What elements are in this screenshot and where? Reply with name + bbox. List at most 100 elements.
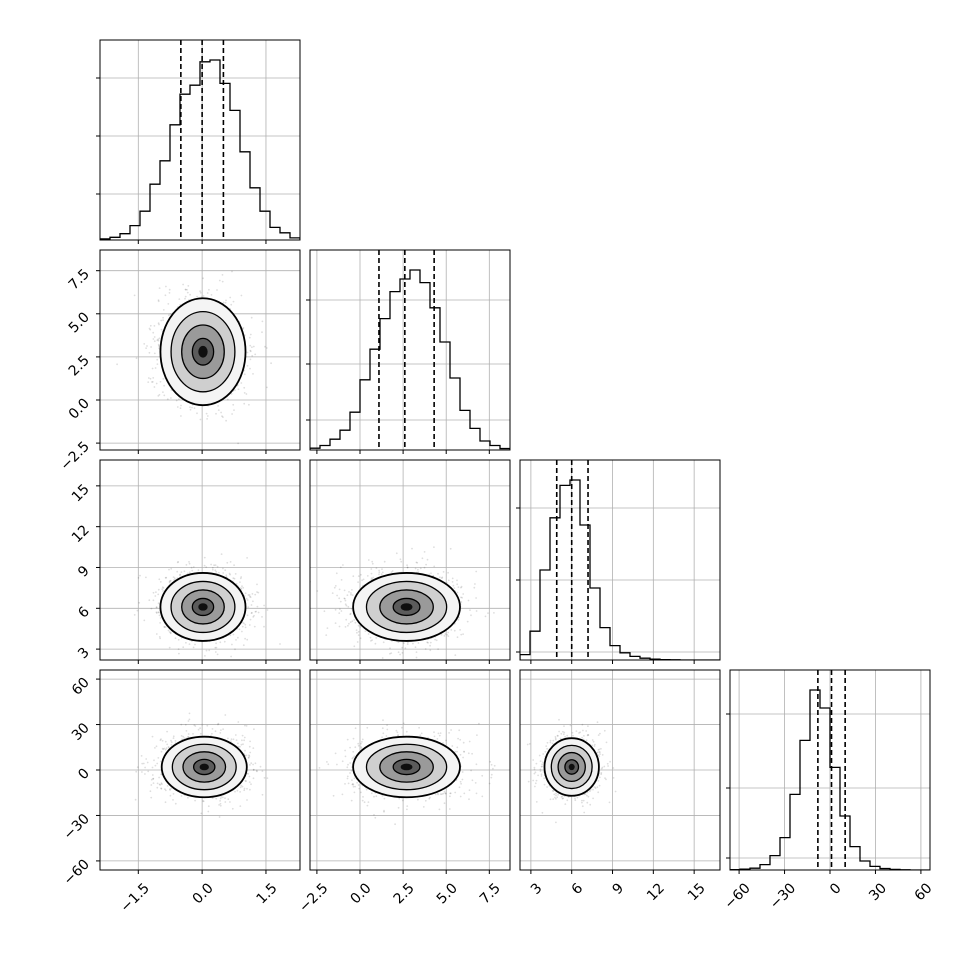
- scatter-point: [224, 569, 227, 572]
- scatter-point: [345, 618, 348, 621]
- scatter-point: [248, 754, 250, 757]
- scatter-point: [184, 297, 186, 300]
- scatter-point: [460, 585, 463, 588]
- scatter-point: [158, 345, 160, 347]
- scatter-point: [256, 591, 258, 593]
- scatter-point: [184, 288, 187, 291]
- scatter-point: [325, 634, 328, 636]
- scatter-point: [356, 641, 359, 643]
- scatter-point: [232, 577, 235, 579]
- scatter-point: [243, 373, 246, 376]
- scatter-point: [159, 622, 162, 624]
- scatter-point: [245, 393, 248, 395]
- scatter-point: [216, 565, 219, 568]
- scatter-point: [256, 583, 258, 586]
- scatter-point: [163, 384, 166, 387]
- scatter-point: [243, 402, 246, 405]
- scatter-point: [345, 604, 348, 607]
- scatter-point: [251, 611, 253, 614]
- scatter-point: [252, 768, 255, 771]
- scatter-point: [401, 646, 404, 649]
- scatter-point: [157, 343, 160, 346]
- density-fill-4: [400, 603, 413, 611]
- scatter-point: [452, 584, 455, 587]
- scatter-point: [427, 641, 429, 644]
- scatter-point: [189, 293, 192, 296]
- scatter-point: [194, 799, 197, 802]
- scatter-point: [383, 560, 386, 563]
- scatter-point: [178, 652, 180, 655]
- scatter-point: [188, 562, 191, 565]
- scatter-point: [450, 629, 453, 631]
- scatter-point: [164, 294, 167, 297]
- scatter-point: [145, 576, 147, 579]
- scatter-point: [441, 576, 444, 579]
- scatter-point: [351, 589, 353, 591]
- scatter-point: [162, 319, 165, 321]
- scatter-point: [349, 621, 352, 624]
- scatter-point: [191, 569, 194, 572]
- scatter-point: [473, 586, 476, 589]
- scatter-point: [184, 723, 187, 726]
- scatter-point: [440, 577, 443, 580]
- scatter-point: [164, 626, 167, 628]
- scatter-point: [364, 630, 367, 632]
- panel-frame: [519, 459, 721, 661]
- scatter-point: [161, 588, 164, 591]
- scatter-point: [454, 654, 457, 656]
- scatter-point: [202, 277, 205, 280]
- scatter-point: [261, 331, 263, 334]
- scatter-point: [263, 625, 265, 628]
- scatter-point: [417, 571, 420, 574]
- scatter-point: [156, 782, 159, 785]
- scatter-point: [459, 629, 461, 631]
- scatter-point: [157, 593, 160, 596]
- scatter-point: [460, 633, 463, 636]
- scatter-point: [170, 567, 173, 570]
- scatter-point: [249, 350, 252, 353]
- scatter-point: [484, 615, 487, 618]
- scatter-point: [232, 633, 235, 636]
- scatter-point: [234, 648, 236, 651]
- scatter-point: [342, 564, 344, 566]
- scatter-point: [254, 610, 257, 613]
- scatter-point: [219, 804, 222, 807]
- scatter-point: [158, 393, 161, 396]
- scatter-point: [155, 611, 158, 614]
- scatter-point: [194, 725, 197, 727]
- scatter-point: [168, 314, 170, 317]
- scatter-point: [191, 406, 193, 409]
- scatter-point: [433, 565, 436, 568]
- scatter-point: [229, 296, 232, 299]
- scatter-point: [242, 326, 245, 329]
- scatter-point: [180, 404, 182, 407]
- scatter-point: [233, 409, 235, 411]
- scatter-point: [208, 288, 210, 291]
- scatter-point: [442, 571, 445, 573]
- scatter-point: [251, 346, 253, 349]
- scatter-point: [231, 807, 234, 810]
- scatter-point: [139, 574, 141, 577]
- scatter-point: [252, 373, 254, 375]
- scatter-point: [254, 353, 257, 356]
- contour-3: [352, 572, 461, 642]
- scatter-point: [178, 398, 180, 400]
- scatter-point: [224, 301, 227, 304]
- scatter-point: [370, 568, 373, 570]
- scatter-point: [353, 645, 356, 648]
- scatter-point: [136, 609, 139, 612]
- scatter-point: [196, 412, 198, 415]
- scatter-point: [153, 352, 156, 355]
- scatter-point: [158, 323, 160, 326]
- scatter-point: [152, 591, 155, 594]
- scatter-point: [447, 635, 450, 637]
- scatter-point: [419, 567, 422, 570]
- scatter-point: [170, 741, 173, 744]
- scatter-point: [347, 624, 349, 627]
- scatter-point: [435, 639, 438, 642]
- scatter-point: [457, 586, 460, 588]
- scatter-point: [456, 636, 459, 639]
- scatter-point: [173, 577, 176, 580]
- scatter-point: [395, 552, 398, 555]
- scatter-point: [397, 651, 400, 654]
